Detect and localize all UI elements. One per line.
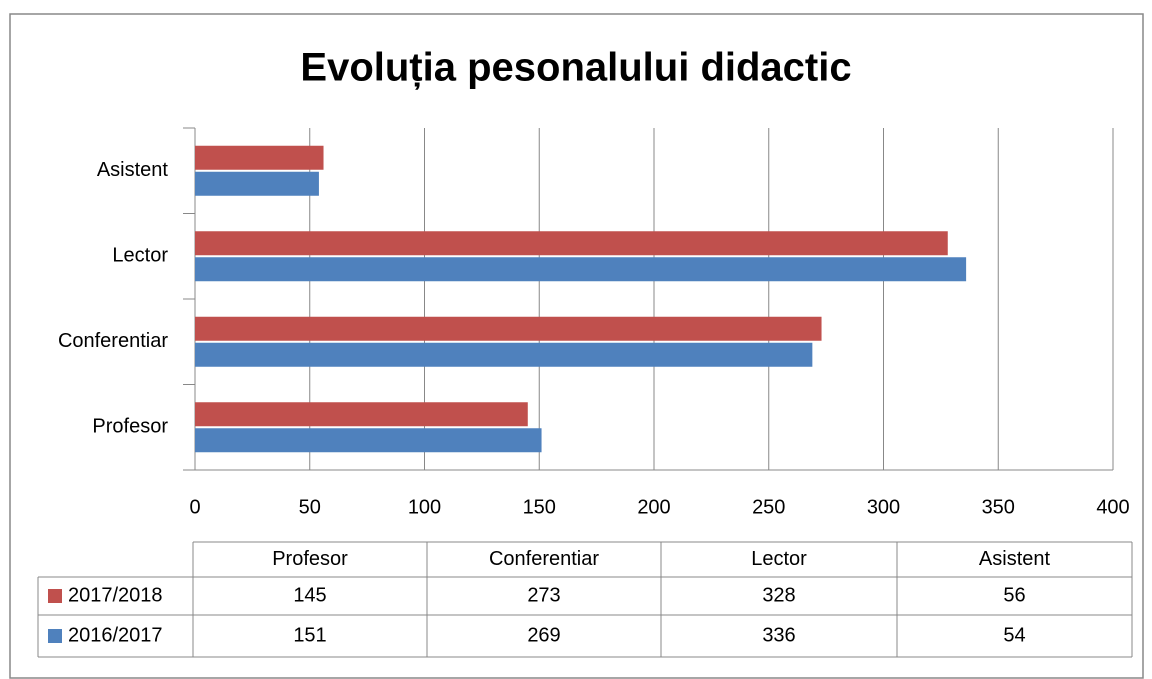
x-tick-label: 100 [408, 496, 441, 518]
table-cell: 273 [527, 584, 560, 606]
chart-title: Evoluția pesonalului didactic [300, 46, 851, 90]
x-tick-label: 250 [752, 496, 785, 518]
table-header: Asistent [979, 548, 1051, 570]
x-tick-label: 0 [189, 496, 200, 518]
table-header: Lector [751, 548, 807, 570]
table-cell: 56 [1003, 584, 1025, 606]
y-tick-label: Conferentiar [58, 330, 168, 352]
y-tick-label: Profesor [92, 416, 168, 438]
x-tick-label: 400 [1096, 496, 1129, 518]
table-header: Conferentiar [489, 548, 599, 570]
x-tick-label: 150 [523, 496, 556, 518]
bar [195, 316, 822, 341]
bar [195, 402, 528, 427]
bar [195, 145, 324, 170]
bar [195, 257, 967, 282]
x-tick-label: 200 [637, 496, 670, 518]
legend-label: 2017/2018 [68, 584, 163, 606]
y-tick-label: Asistent [97, 159, 169, 181]
table-cell: 269 [527, 624, 560, 646]
legend-label: 2016/2017 [68, 624, 163, 646]
x-tick-label: 300 [867, 496, 900, 518]
table-header: Profesor [272, 548, 348, 570]
table-cell: 151 [293, 624, 326, 646]
x-tick-label: 50 [299, 496, 321, 518]
bar [195, 428, 542, 453]
y-tick-label: Lector [112, 245, 168, 267]
table-cell: 54 [1003, 624, 1025, 646]
x-tick-label: 350 [982, 496, 1015, 518]
legend-swatch [48, 589, 62, 603]
legend-swatch [48, 629, 62, 643]
bar [195, 342, 813, 367]
table-cell: 145 [293, 584, 326, 606]
table-cell: 336 [762, 624, 795, 646]
bar [195, 231, 948, 256]
table-cell: 328 [762, 584, 795, 606]
bar [195, 171, 319, 196]
